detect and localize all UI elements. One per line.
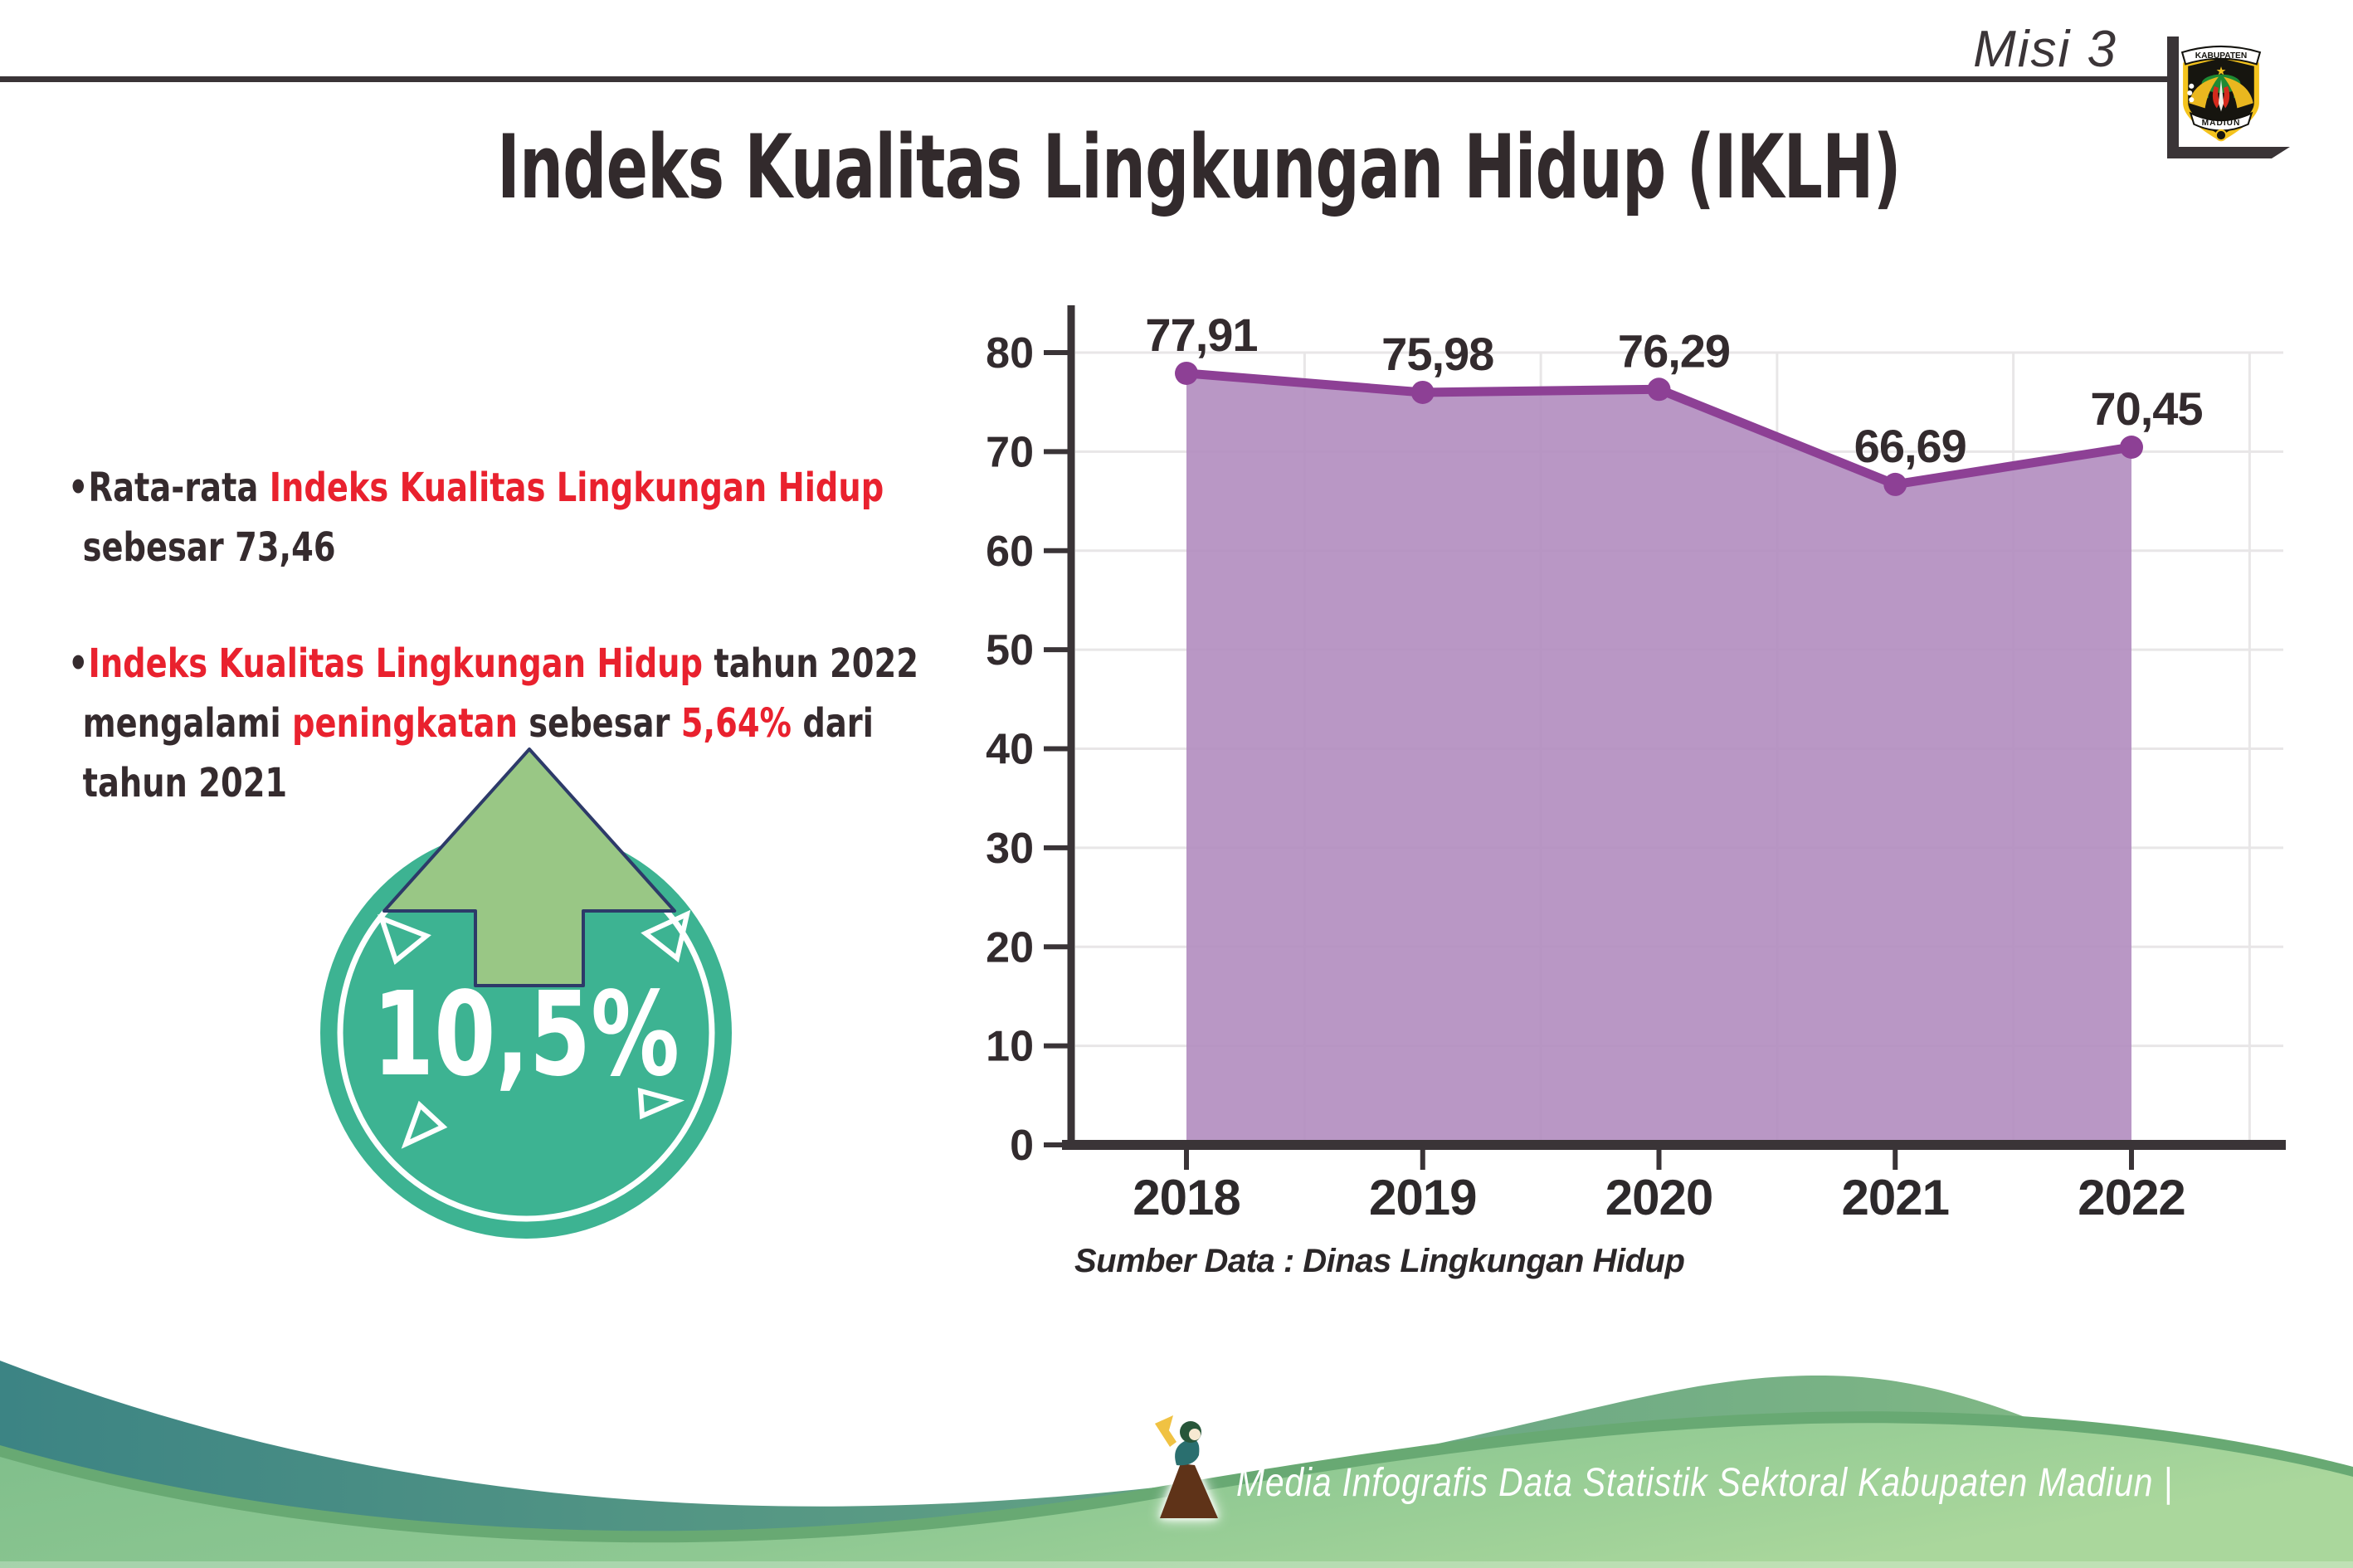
data-point-2018 xyxy=(1175,361,1198,385)
mascot-flag xyxy=(1155,1415,1173,1430)
mascot-icon xyxy=(1155,1415,1218,1518)
badge-value: 10,5% xyxy=(373,967,680,1103)
y-tick-label: 50 xyxy=(986,626,1034,674)
bullet-list: •Rata-rata Indeks Kualitas Lingkungan Hi… xyxy=(68,458,1180,869)
logo-cotton-icons xyxy=(2187,83,2195,103)
footer-bottom-line xyxy=(0,1561,2353,1568)
y-tick xyxy=(1044,845,1068,850)
logo-left-flame xyxy=(2212,85,2220,109)
header-rule xyxy=(0,76,2167,82)
x-tick-label: 2022 xyxy=(2078,1170,2185,1225)
y-tick-label: 40 xyxy=(986,726,1034,774)
logo-right-wing-icon xyxy=(2224,76,2253,109)
y-tick-label: 30 xyxy=(986,825,1034,873)
x-tick-label: 2020 xyxy=(1605,1170,1712,1225)
value-label: 76,29 xyxy=(1618,324,1730,377)
y-tick-label: 10 xyxy=(986,1023,1034,1071)
x-tick xyxy=(1893,1150,1898,1170)
text-segment: tahun 2022 mengalami xyxy=(82,640,918,747)
text-segment: sebesar 73,46 xyxy=(82,524,336,571)
data-point-2022 xyxy=(2120,436,2143,460)
bullet-item-increase: •Indeks Kualitas Lingkungan Hidup tahun … xyxy=(68,634,957,813)
x-axis-line xyxy=(1062,1140,2286,1150)
logo-left-wing-icon xyxy=(2189,76,2219,109)
logo-bottom-ribbon xyxy=(2189,111,2253,132)
y-tick xyxy=(1044,548,1068,553)
mascot-body xyxy=(1160,1463,1218,1518)
x-tick xyxy=(1420,1150,1425,1170)
text-segment: •Rata-rata xyxy=(68,465,270,511)
value-label: 70,45 xyxy=(2090,382,2202,435)
iklh-area-chart: 0 10 20 30 40 50 60 70 80 2018 2019 2020 2021 2022 77,… xyxy=(986,305,2286,1225)
mission-label: Misi 3 xyxy=(1973,21,2117,78)
y-tick xyxy=(1044,1142,1068,1147)
page-title: Indeks Kualitas Lingkungan Hidup (IKLH) xyxy=(497,116,1901,218)
logo-frame-vertical xyxy=(2167,37,2179,158)
y-tick-label: 80 xyxy=(986,329,1034,377)
logo-right-flame xyxy=(2222,85,2230,109)
text-segment: Indeks Kualitas Lingkungan Hidup xyxy=(88,640,704,687)
data-point-2021 xyxy=(1883,472,1907,496)
y-tick-label: 0 xyxy=(1010,1122,1034,1170)
y-tick xyxy=(1044,449,1068,455)
y-tick xyxy=(1044,746,1068,752)
value-label: 66,69 xyxy=(1854,420,1966,472)
value-label: 75,98 xyxy=(1381,328,1493,380)
logo-frame-horizontal xyxy=(2167,147,2290,158)
bullet-item-average: •Rata-rata Indeks Kualitas Lingkungan Hi… xyxy=(68,458,957,577)
text-segment: 5,64% xyxy=(680,700,792,747)
area-fill xyxy=(1186,373,2131,1146)
y-axis-line xyxy=(1067,305,1075,1150)
up-arrow-icon xyxy=(382,747,676,987)
x-tick xyxy=(1184,1150,1189,1170)
x-tick-label: 2018 xyxy=(1133,1170,1240,1225)
logo-gear-icon xyxy=(2214,129,2228,142)
y-tick-label: 20 xyxy=(986,923,1034,971)
text-segment: dari tahun 2021 xyxy=(82,700,874,806)
source-note: Sumber Data : Dinas Lingkungan Hidup xyxy=(1074,1243,1685,1279)
x-tick xyxy=(1656,1150,1662,1170)
y-tick xyxy=(1044,647,1068,653)
text-segment: peningkatan xyxy=(292,700,518,747)
badge-sparkle-triangles xyxy=(378,909,691,1149)
data-point-2020 xyxy=(1647,377,1671,402)
increase-badge: 10,5% xyxy=(320,747,732,1239)
text-segment: • xyxy=(68,640,89,687)
y-tick xyxy=(1044,350,1068,355)
mascot-torso xyxy=(1175,1439,1200,1466)
y-tick xyxy=(1044,944,1068,950)
value-label: 77,91 xyxy=(1145,309,1257,361)
data-point-2019 xyxy=(1410,380,1435,404)
text-segment: sebesar xyxy=(517,700,681,747)
text-segment: Indeks Kualitas Lingkungan Hidup xyxy=(269,465,884,511)
footer-credit: Media Infografis Data Statistik Sektoral… xyxy=(1236,1461,2173,1505)
mascot-face xyxy=(1189,1429,1201,1440)
mascot-arm xyxy=(1155,1420,1176,1447)
y-tick-label: 70 xyxy=(986,428,1034,476)
logo-keris-icon xyxy=(2218,79,2224,112)
y-tick-label: 60 xyxy=(986,528,1034,576)
x-tick-label: 2021 xyxy=(1842,1170,1949,1225)
logo-top-ribbon xyxy=(2180,45,2262,66)
x-tick xyxy=(2129,1150,2134,1170)
logo-top-text: KABUPATEN xyxy=(2195,51,2247,61)
y-tick xyxy=(1044,1043,1068,1049)
kabupaten-madiun-logo-icon: KABUPATEN ★ MADIUN xyxy=(2180,45,2262,142)
logo-bottom-text: MADIUN xyxy=(2202,119,2241,128)
x-tick-label: 2019 xyxy=(1369,1170,1476,1225)
